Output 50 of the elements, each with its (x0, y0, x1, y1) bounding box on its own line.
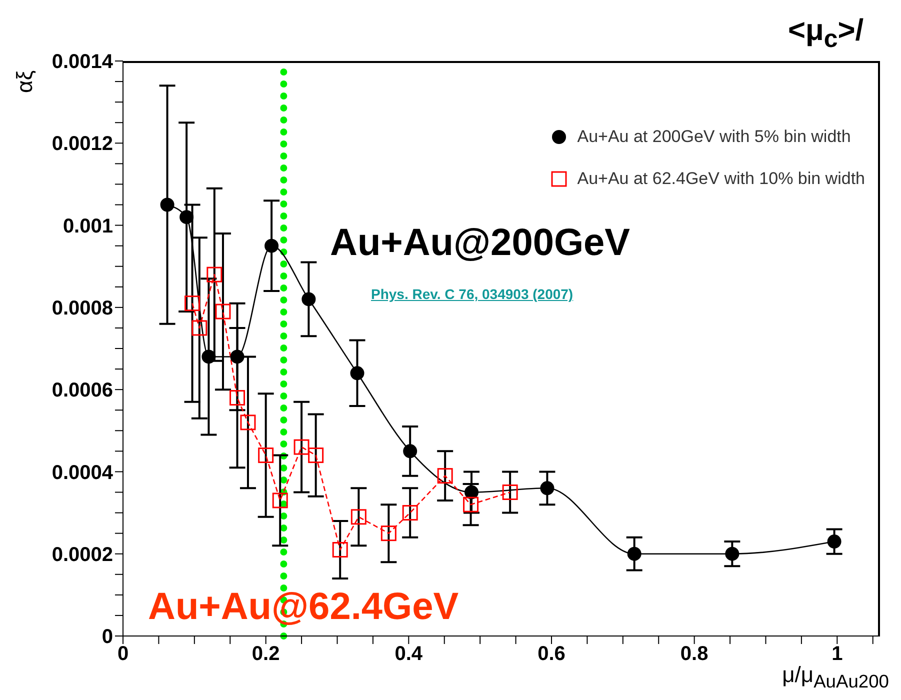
point (464, 485, 479, 500)
point (332, 542, 348, 558)
x-tick-label: 0.2 (252, 643, 280, 666)
point (202, 350, 216, 364)
point (160, 198, 174, 212)
y-tick-label: 0.001 (62, 215, 113, 238)
point (827, 534, 842, 549)
point (350, 509, 366, 525)
point (463, 496, 479, 512)
point (627, 546, 642, 561)
point (402, 505, 418, 521)
x-tick-label: 0.4 (394, 643, 424, 666)
point (206, 266, 222, 282)
point (302, 292, 316, 306)
point (180, 210, 194, 224)
y-tick-label: 0 (102, 626, 113, 648)
y-tick-label: 0.0004 (52, 462, 114, 484)
point (403, 444, 418, 458)
point (380, 526, 396, 542)
annotation: Phys. Rev. C 76, 034903 (2007) (371, 286, 574, 302)
y-tick-label: 0.0014 (52, 51, 114, 74)
y-tick-label: 0.0006 (52, 380, 113, 402)
y-tick-label: 0.0002 (52, 544, 113, 566)
point (192, 320, 208, 336)
point (240, 414, 256, 430)
point (215, 304, 231, 320)
point (272, 492, 288, 508)
annotation: Au+Au@62.4GeV (148, 586, 459, 628)
y-tick-label: 0.0008 (52, 298, 113, 320)
point (725, 546, 740, 561)
x-tick-label: 0.8 (680, 643, 708, 666)
point (230, 350, 244, 364)
point (502, 484, 518, 500)
x-tick-label: 0.6 (538, 643, 566, 666)
point (308, 448, 324, 464)
point (437, 468, 453, 484)
text: <μ$_{c}$>/ (788, 14, 864, 53)
point (294, 439, 310, 455)
point (184, 296, 200, 312)
point (264, 238, 279, 253)
y-tick-label: 0.0012 (52, 133, 113, 156)
x-tick-label: 0 (117, 643, 129, 666)
legend-label: Au+Au at 62.4GeV with 10% bin width (577, 169, 865, 189)
legend-label: Au+Au at 200GeV with 5% bin width (577, 127, 851, 147)
annotation: Au+Au@200GeV (330, 222, 630, 264)
point (230, 390, 246, 406)
point (350, 366, 364, 380)
point (540, 481, 554, 496)
y-axis-title: αξ (12, 70, 37, 93)
point (258, 448, 274, 464)
